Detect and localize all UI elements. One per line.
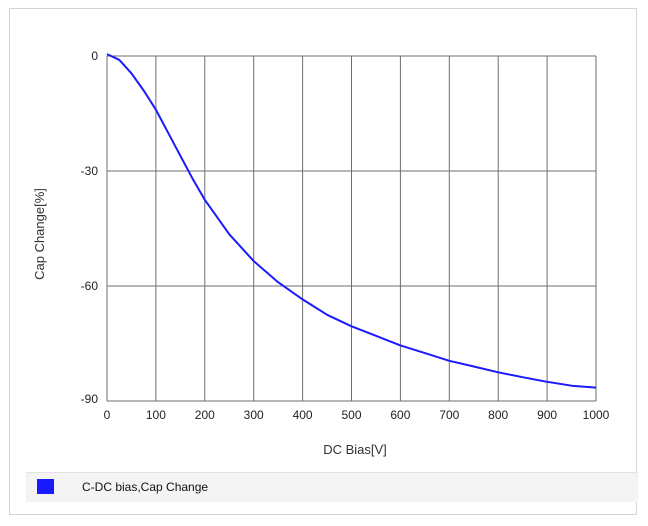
- x-tick-label: 300: [244, 408, 264, 422]
- legend: C-DC bias,Cap Change: [26, 472, 638, 502]
- tick-labels: 0 100 200 300 400 500 600 700 800 900 1000 0 -30 -60 -…: [81, 49, 610, 422]
- series-line: [106, 53, 597, 389]
- y-tick-label: 0: [91, 49, 98, 63]
- x-tick-label: 800: [488, 408, 508, 422]
- x-tick-label: 200: [195, 408, 215, 422]
- x-tick-label: 900: [537, 408, 557, 422]
- y-tick-label: -30: [81, 164, 99, 178]
- legend-label: C-DC bias,Cap Change: [82, 480, 209, 494]
- y-tick-label: -90: [81, 392, 99, 406]
- x-tick-label: 0: [104, 408, 111, 422]
- y-tick-label: -60: [81, 279, 99, 293]
- x-tick-label: 600: [390, 408, 410, 422]
- x-tick-label: 700: [439, 408, 459, 422]
- y-axis-label: Cap Change[%]: [32, 188, 47, 280]
- x-tick-label: 100: [146, 408, 166, 422]
- x-tick-label: 500: [341, 408, 361, 422]
- legend-swatch: [37, 479, 54, 494]
- x-axis-label: DC Bias[V]: [323, 442, 387, 457]
- series-layer: [106, 53, 597, 389]
- x-tick-label: 1000: [583, 408, 610, 422]
- x-tick-label: 400: [293, 408, 313, 422]
- grid: [106, 55, 597, 402]
